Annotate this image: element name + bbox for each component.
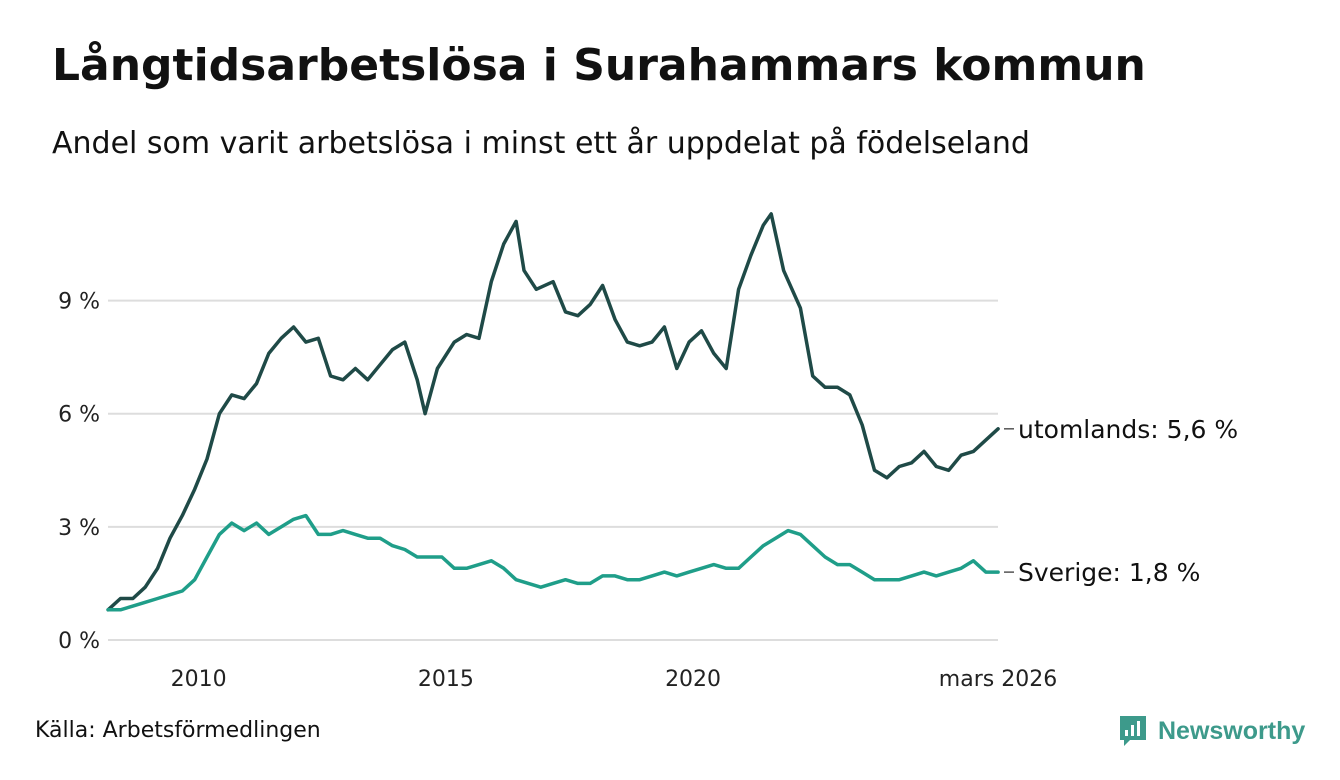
- y-tick-label: 3 %: [58, 516, 100, 541]
- x-tick-label: 2020: [665, 667, 721, 692]
- end-label-utomlands: utomlands: 5,6 %: [1018, 415, 1238, 444]
- x-tick-label: 2015: [418, 667, 474, 692]
- x-tick-label: 2010: [171, 667, 227, 692]
- series-end-labels: utomlands: 5,6 % Sverige: 1,8 %: [1004, 415, 1238, 587]
- x-axis-tick-labels: 2010 2015 2020 mars 2026: [171, 667, 1058, 692]
- source-note: Källa: Arbetsförmedlingen: [35, 718, 321, 743]
- y-axis-tick-labels: 0 % 3 % 6 % 9 %: [58, 290, 100, 654]
- series-line-sverige: [106, 513, 1000, 612]
- y-tick-label: 6 %: [58, 403, 100, 428]
- brand-logo: Newsworthy: [1118, 714, 1305, 748]
- y-tick-label: 9 %: [58, 290, 100, 315]
- chart-title: Långtidsarbetslösa i Surahammars kommun: [52, 40, 1146, 91]
- chart-subtitle: Andel som varit arbetslösa i minst ett å…: [52, 126, 1030, 161]
- newsworthy-logo-icon: [1120, 716, 1146, 746]
- brand-name: Newsworthy: [1158, 716, 1306, 745]
- series-line-utomlands: [106, 212, 1000, 612]
- y-tick-label: 0 %: [58, 629, 100, 654]
- grid-lines: [108, 299, 998, 641]
- series-lines: [106, 212, 1000, 612]
- end-label-sverige: Sverige: 1,8 %: [1018, 558, 1200, 587]
- x-tick-label: mars 2026: [939, 667, 1057, 692]
